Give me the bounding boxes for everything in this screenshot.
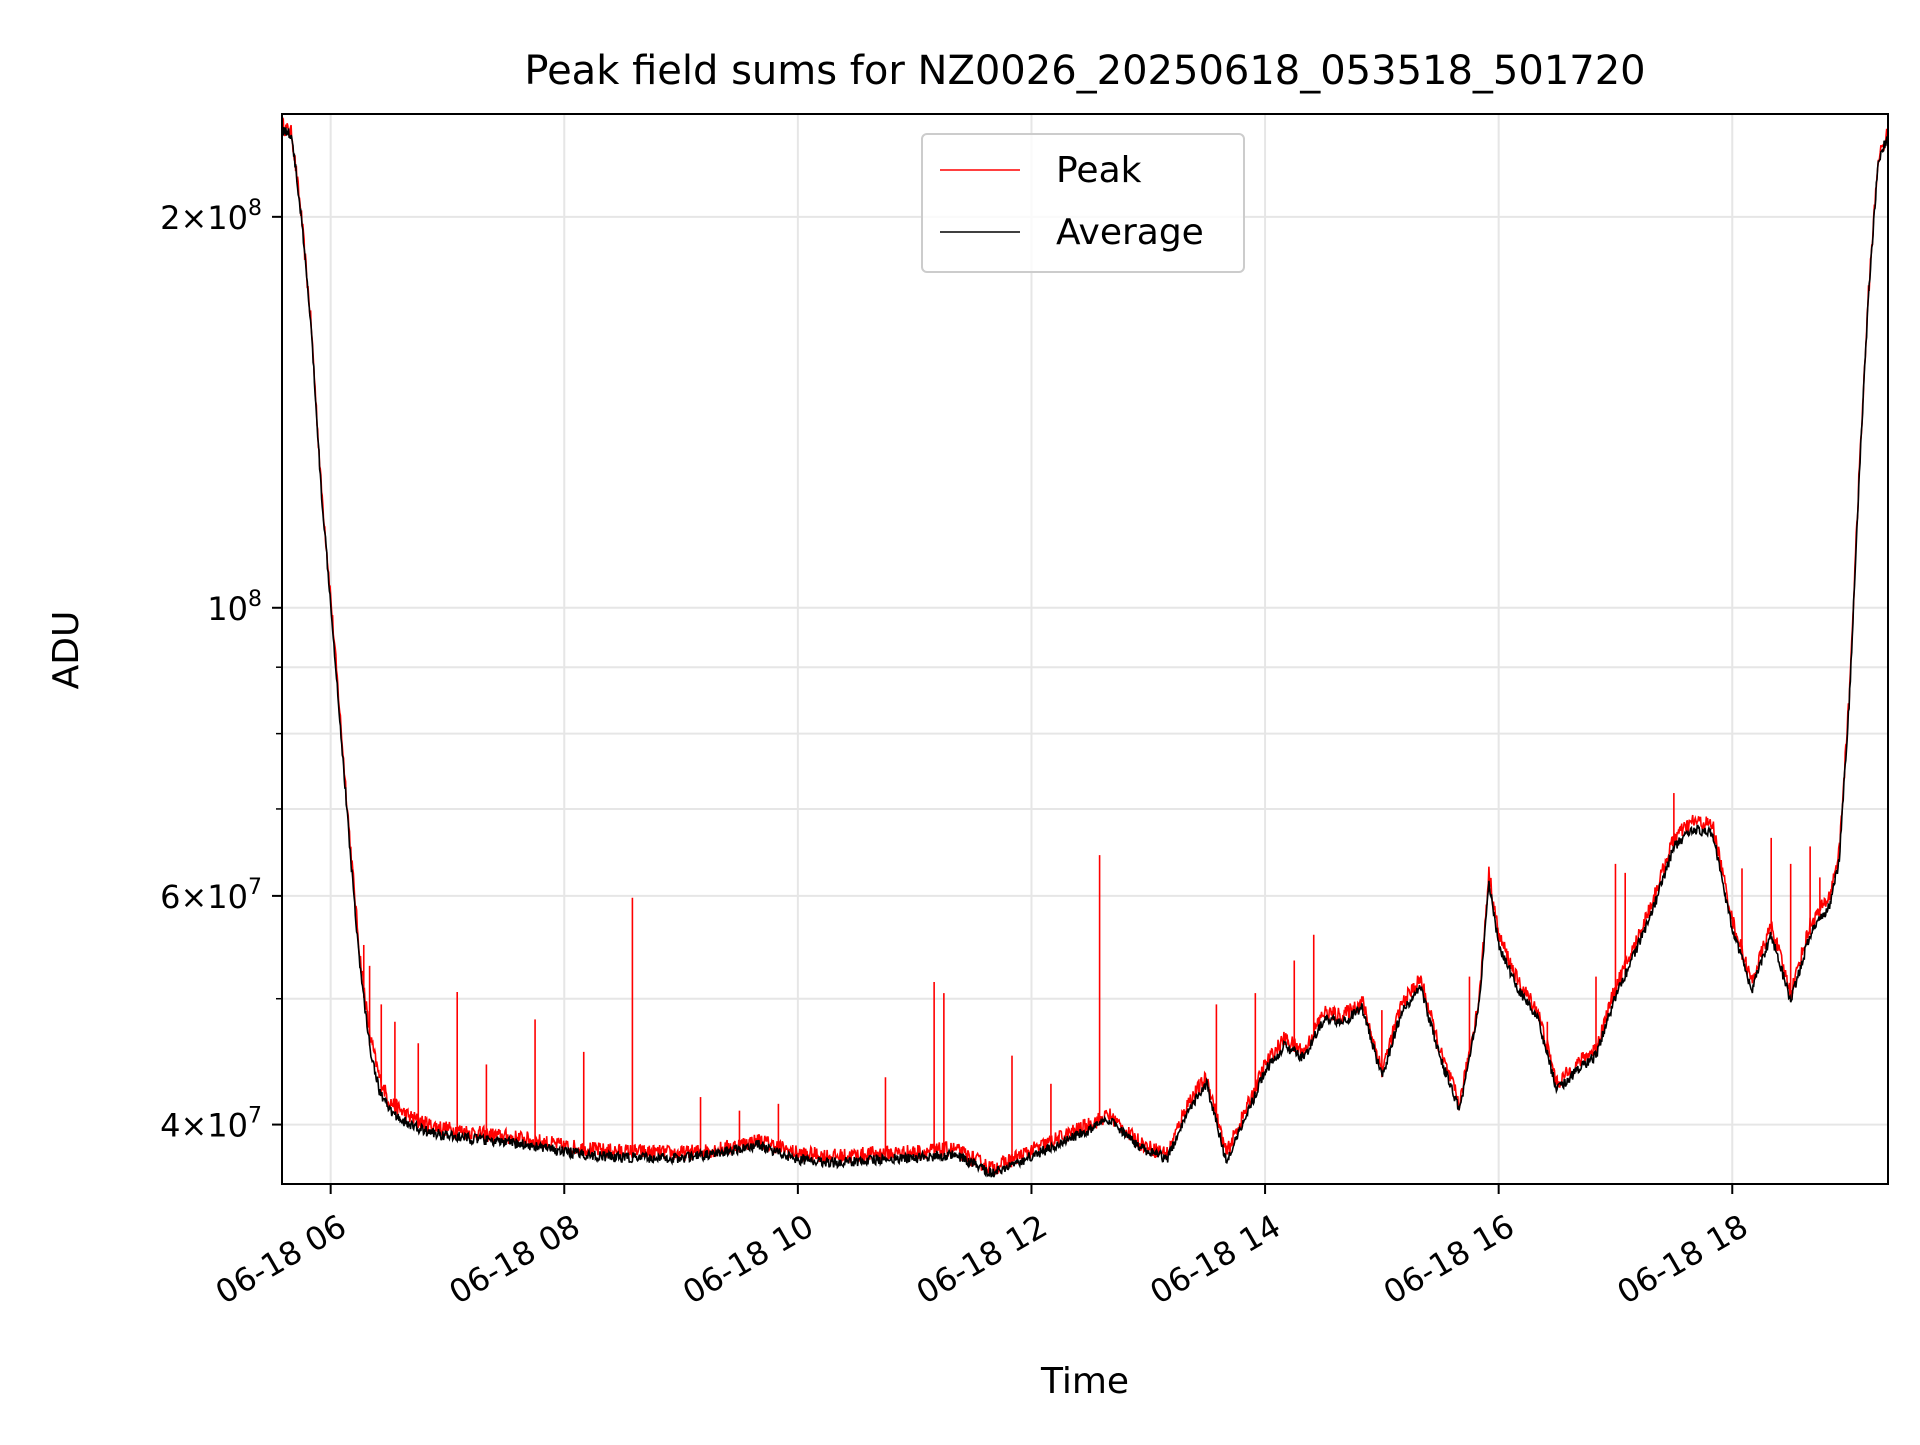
y-tick-label: 2×108 bbox=[160, 196, 262, 237]
legend: Peak Average bbox=[921, 133, 1245, 273]
x-axis-label: Time bbox=[1040, 1361, 1129, 1402]
y-tick-times: × bbox=[180, 1107, 207, 1145]
y-tick-label: 108 bbox=[207, 587, 262, 628]
y-tick-mantissa: 4 bbox=[160, 1107, 180, 1145]
y-tick-mantissa: 6 bbox=[160, 878, 180, 916]
y-tick-times: × bbox=[180, 199, 207, 237]
plot-area bbox=[282, 116, 1888, 1178]
y-tick-times: × bbox=[180, 878, 207, 916]
legend-label: Average bbox=[1056, 212, 1204, 253]
y-tick-base: 10 bbox=[207, 199, 248, 237]
chart-title: Peak field sums for NZ0026_20250618_0535… bbox=[524, 48, 1645, 94]
y-tick-exponent: 8 bbox=[248, 587, 262, 612]
y-axis-label: ADU bbox=[46, 611, 87, 690]
y-tick-base: 10 bbox=[207, 878, 248, 916]
y-tick-mantissa: 2 bbox=[160, 199, 180, 237]
y-tick-base: 10 bbox=[207, 1107, 248, 1145]
legend-label: Peak bbox=[1056, 150, 1142, 191]
series-line-average bbox=[282, 126, 1888, 1178]
y-tick-exponent: 7 bbox=[248, 1104, 262, 1129]
y-tick-label: 6×107 bbox=[160, 875, 262, 916]
legend-box bbox=[921, 133, 1245, 273]
axes-frame bbox=[281, 113, 1889, 1185]
y-tick-base: 10 bbox=[207, 590, 248, 628]
y-tick-exponent: 7 bbox=[248, 875, 262, 900]
series-group bbox=[282, 116, 1888, 1178]
y-tick-exponent: 8 bbox=[248, 196, 262, 221]
y-tick-label: 4×107 bbox=[160, 1104, 262, 1145]
